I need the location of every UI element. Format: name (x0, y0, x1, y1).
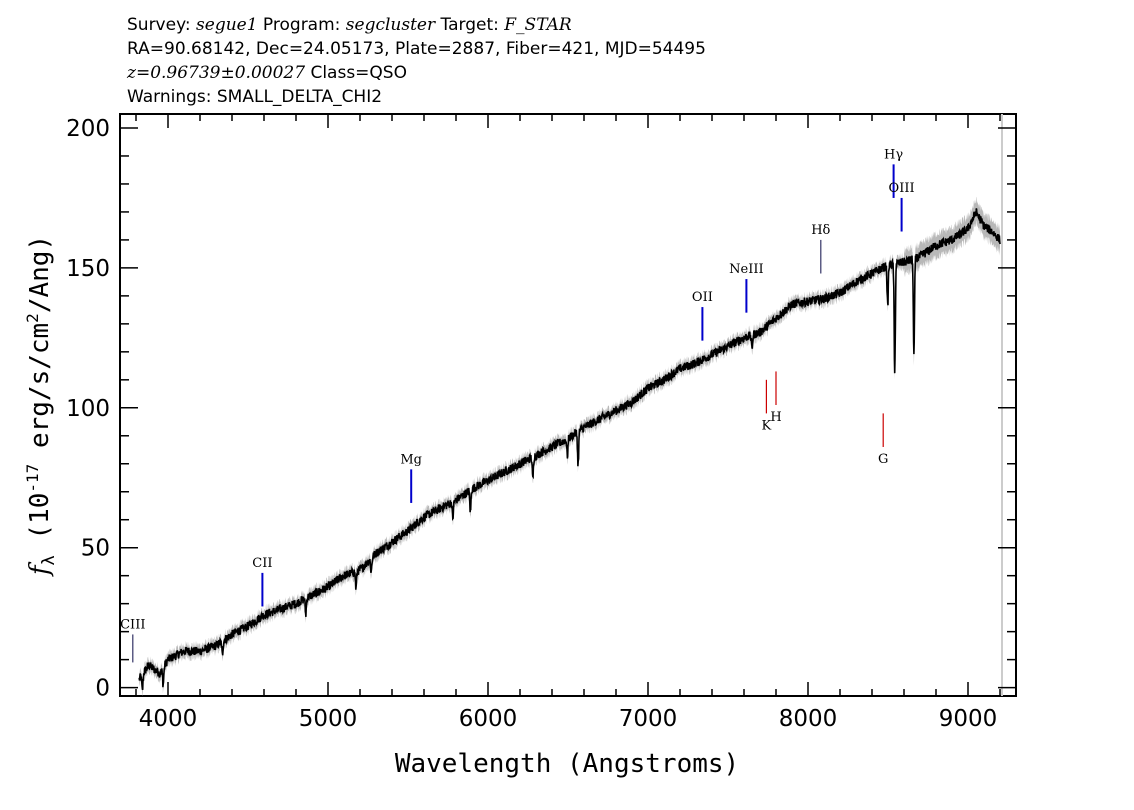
ylabel-part: /Ang) (25, 235, 55, 313)
header-segment: Class=QSO (305, 63, 407, 83)
x-axis-label: Wavelength (Angstroms) (395, 749, 739, 779)
y-tick-label: 200 (66, 116, 110, 142)
header-segment: Target: (435, 15, 504, 35)
header-segment: z=0.96739±0.00027 (126, 63, 305, 83)
axis-ticks (120, 114, 1016, 696)
y-axis-label-group: fλ (10-17 erg/s/cm2/Ang) (23, 235, 59, 577)
spectral-line-markers: CIII CII Mg OII NeIII Hδ Hγ OIII KH G (120, 147, 915, 663)
header-segment: Program: (258, 15, 346, 35)
line-label-Hγ: Hγ (884, 147, 903, 162)
ylabel-sup: -17 (23, 464, 42, 493)
line-label-H: H (770, 410, 781, 425)
line-label-Hδ: Hδ (811, 223, 830, 238)
ylabel-part: (10 (25, 493, 55, 556)
header-segment: segue1 (196, 15, 258, 35)
x-tick-label: 5000 (299, 706, 358, 732)
x-tick-label: 8000 (779, 706, 838, 732)
header-segment: Survey: (127, 15, 196, 35)
line-label-K: K (762, 418, 772, 433)
header-segment: segcluster (346, 15, 436, 35)
header-line-4: Warnings: SMALL_DELTA_CHI2 (127, 87, 382, 107)
line-label-CII: CII (252, 556, 272, 571)
tick-labels: 4000 5000 6000 7000 8000 9000 0 50 100 150 200 (66, 116, 997, 732)
x-tick-label: 9000 (939, 706, 998, 732)
header-segment: F_STAR (503, 15, 572, 35)
header-line-3: z=0.96739±0.00027 Class=QSO (126, 63, 407, 83)
line-label-OII: OII (692, 290, 713, 305)
x-tick-label: 7000 (619, 706, 678, 732)
line-label-CIII: CIII (120, 617, 145, 632)
spectrum-line (138, 208, 1001, 691)
y-tick-label: 100 (66, 396, 110, 422)
ylabel-sup: 2 (23, 313, 42, 323)
x-tick-label: 6000 (459, 706, 518, 732)
y-tick-label: 50 (81, 536, 110, 562)
plot-frame (119, 113, 1017, 697)
ylabel-part: erg/s/cm (25, 323, 55, 464)
ylabel-sub: λ (39, 555, 59, 565)
header-line-1: Survey: segue1 Program: segcluster Targe… (127, 15, 572, 35)
line-label-Mg: Mg (400, 452, 422, 467)
y-tick-label: 150 (66, 256, 110, 282)
line-label-G: G (878, 452, 888, 467)
y-tick-label: 0 (95, 676, 110, 702)
line-label-NeIII: NeIII (729, 262, 763, 277)
line-label-OIII: OIII (889, 181, 915, 196)
header-line-2: RA=90.68142, Dec=24.05173, Plate=2887, F… (127, 39, 706, 59)
spectrum-series (138, 208, 1001, 691)
x-tick-label: 4000 (139, 706, 198, 732)
y-axis-label: fλ (10-17 erg/s/cm2/Ang) (23, 235, 59, 577)
